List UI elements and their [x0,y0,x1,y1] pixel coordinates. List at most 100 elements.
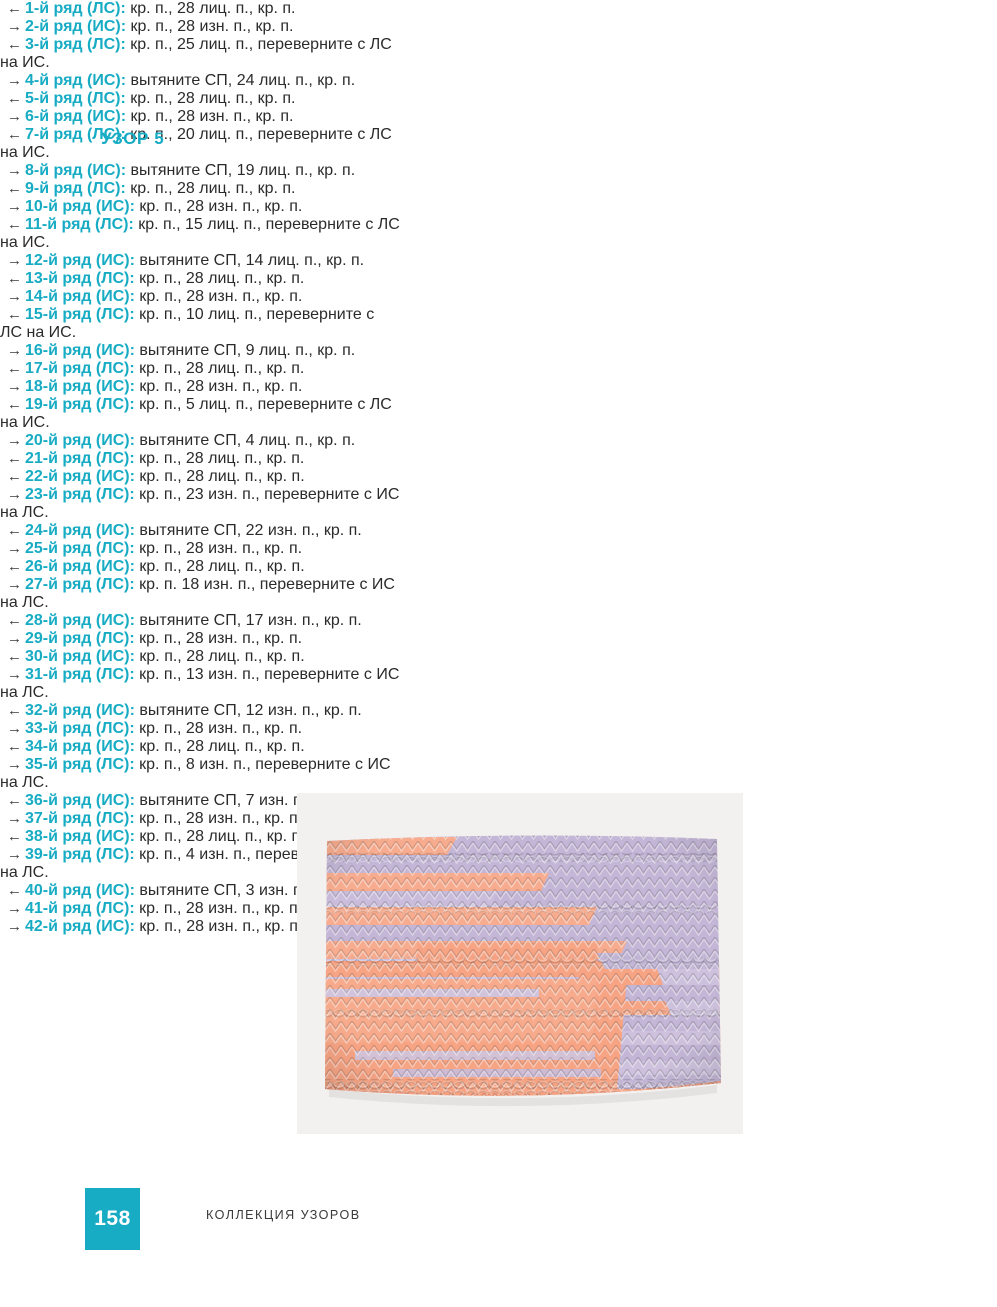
instruction-row-text: кр. п., 28 изн. п., кр. п. [126,18,294,35]
instruction-row-text: вытяните СП, 14 лиц. п., кр. п. [134,252,365,269]
instruction-row: ← 24-й ряд (ИС): вытяните СП, 22 изн. п.,… [0,522,402,540]
arrow-right-icon: → [7,486,22,503]
instruction-row: ← 26-й ряд (ИС): кр. п., 28 лиц. п., кр. … [0,558,402,576]
arrow-right-icon: → [7,810,22,827]
instruction-row: ← 3-й ряд (ЛС): кр. п., 25 лиц. п., перев… [0,36,400,72]
instruction-row: → 23-й ряд (ЛС): кр. п., 23 изн. п., пере… [0,486,402,522]
arrow-left-icon: ← [7,828,22,845]
instruction-row-text: кр. п., 28 лиц. п., кр. п. [125,180,296,197]
arrow-right-icon: → [7,108,22,125]
instruction-row-label: 34-й ряд (ИС): [25,738,135,755]
instructions-column-right: ← 22-й ряд (ИС): кр. п., 28 лиц. п., кр. … [0,468,402,936]
instruction-row: → 31-й ряд (ЛС): кр. п., 13 изн. п., пере… [0,666,402,702]
instruction-row-label: 28-й ряд (ИС): [25,612,135,629]
instruction-row: → 8-й ряд (ИС): вытяните СП, 19 лиц. п., … [0,162,400,180]
arrow-left-icon: ← [7,270,22,287]
arrow-left-icon: ← [7,180,22,197]
instruction-row-label: 40-й ряд (ИС): [25,882,135,899]
swatch-illustration [297,793,743,1134]
instruction-row-label: 21-й ряд (ЛС): [25,450,135,467]
instruction-row-label: 29-й ряд (ЛС): [25,630,135,647]
instruction-row: ← 32-й ряд (ИС): вытяните СП, 12 изн. п.,… [0,702,402,720]
instruction-row-label: 37-й ряд (ЛС): [25,810,135,827]
instruction-row-text: кр. п., 28 лиц. п., кр. п. [134,828,305,845]
instruction-row-text: кр. п., 28 лиц. п., кр. п. [134,270,305,287]
arrow-left-icon: ← [7,90,22,107]
arrow-right-icon: → [7,18,22,35]
arrow-right-icon: → [7,72,22,89]
instruction-row-text: кр. п., 5 лиц. п., переверните с ЛС на И… [0,396,392,431]
instruction-row-label: 26-й ряд (ИС): [25,558,135,575]
instruction-row: ← 7-й ряд (ЛС): кр. п., 20 лиц. п., перев… [0,126,400,162]
instruction-row-label: 23-й ряд (ЛС): [25,486,135,503]
instruction-row-text: кр. п., 28 изн. п., кр. п. [134,810,303,827]
arrow-left-icon: ← [7,360,22,377]
instruction-row-text: вытяните СП, 24 лиц. п., кр. п. [126,72,356,89]
instruction-row-label: 3-й ряд (ЛС): [25,36,126,53]
arrow-left-icon: ← [7,396,22,413]
arrow-right-icon: → [7,288,22,305]
instruction-row-label: 32-й ряд (ИС): [25,702,135,719]
instruction-row-label: 8-й ряд (ИС): [25,162,127,179]
instruction-row-label: 14-й ряд (ИС): [25,288,135,305]
instruction-row-text: кр. п., 25 лиц. п., переверните с ЛС на … [0,36,392,71]
arrow-right-icon: → [7,666,22,683]
instruction-row-label: 39-й ряд (ЛС): [25,846,135,863]
instruction-row-text: кр. п., 28 изн. п., кр. п. [126,108,294,125]
arrow-right-icon: → [7,342,22,359]
instruction-row-text: кр. п., 28 изн. п., кр. п. [134,720,303,737]
instruction-row: → 12-й ряд (ИС): вытяните СП, 14 лиц. п.,… [0,252,400,270]
instruction-row-text: кр. п., 28 изн. п., кр. п. [134,630,303,647]
instruction-row-label: 18-й ряд (ИС): [25,378,135,395]
instruction-row-text: кр. п., 28 изн. п., кр. п. [134,540,303,557]
instruction-row-text: кр. п., 28 изн. п., кр. п. [134,918,303,935]
instruction-row: → 35-й ряд (ЛС): кр. п., 8 изн. п., перев… [0,756,402,792]
arrow-left-icon: ← [7,648,22,665]
instruction-row-text: кр. п., 28 лиц. п., кр. п. [125,90,296,107]
arrow-right-icon: → [7,846,22,863]
arrow-right-icon: → [7,540,22,557]
instruction-row: ← 17-й ряд (ЛС): кр. п., 28 лиц. п., кр. … [0,360,400,378]
instruction-row-label: 16-й ряд (ИС): [25,342,135,359]
instruction-row-text: кр. п., 28 изн. п., кр. п. [134,900,303,917]
arrow-right-icon: → [7,918,22,935]
arrow-left-icon: ← [7,558,22,575]
instruction-row-label: 38-й ряд (ИС): [25,828,135,845]
instruction-row-label: 1-й ряд (ЛС): [25,0,126,17]
instruction-row-text: кр. п., 28 лиц. п., кр. п. [134,360,305,377]
instruction-row-text: кр. п., 28 лиц. п., кр. п. [134,648,305,665]
arrow-left-icon: ← [7,522,22,539]
arrow-right-icon: → [7,756,22,773]
instruction-row-label: 4-й ряд (ИС): [25,72,127,89]
instruction-row-label: 12-й ряд (ИС): [25,252,135,269]
instruction-row: ← 22-й ряд (ИС): кр. п., 28 лиц. п., кр. … [0,468,402,486]
instruction-row: → 2-й ряд (ИС): кр. п., 28 изн. п., кр. п… [0,18,400,36]
arrow-right-icon: → [7,162,22,179]
instruction-row-text: кр. п., 28 изн. п., кр. п. [134,288,303,305]
instruction-row: → 6-й ряд (ИС): кр. п., 28 изн. п., кр. п… [0,108,400,126]
instruction-row-label: 17-й ряд (ЛС): [25,360,135,377]
arrow-right-icon: → [7,720,22,737]
instruction-row-text: вытяните СП, 9 лиц. п., кр. п. [134,342,356,359]
instruction-row: → 27-й ряд (ЛС): кр. п. 18 изн. п., перев… [0,576,402,612]
instruction-row-text: кр. п., 28 лиц. п., кр. п. [134,468,305,485]
instruction-row: → 14-й ряд (ИС): кр. п., 28 изн. п., кр. … [0,288,400,306]
arrow-left-icon: ← [7,468,22,485]
instruction-row-label: 36-й ряд (ИС): [25,792,135,809]
instruction-row: ← 9-й ряд (ЛС): кр. п., 28 лиц. п., кр. п… [0,180,400,198]
instruction-row-label: 31-й ряд (ЛС): [25,666,135,683]
arrow-left-icon: ← [7,702,22,719]
instruction-row-text: кр. п., 28 лиц. п., кр. п. [134,738,305,755]
instruction-row-label: 5-й ряд (ЛС): [25,90,126,107]
instruction-row: → 20-й ряд (ИС): вытяните СП, 4 лиц. п., … [0,432,400,450]
arrow-left-icon: ← [7,882,22,899]
instruction-row: → 42-й ряд (ИС): кр. п., 28 изн. п., кр. … [0,918,402,936]
arrow-left-icon: ← [7,0,22,17]
arrow-right-icon: → [7,252,22,269]
instruction-row: → 41-й ряд (ЛС): кр. п., 28 изн. п., кр. … [0,900,402,918]
arrow-left-icon: ← [7,216,22,233]
page-number-badge: 158 [85,1188,140,1250]
instruction-row-label: 10-й ряд (ИС): [25,198,135,215]
page-number-text: 158 [94,1207,131,1230]
arrow-right-icon: → [7,432,22,449]
